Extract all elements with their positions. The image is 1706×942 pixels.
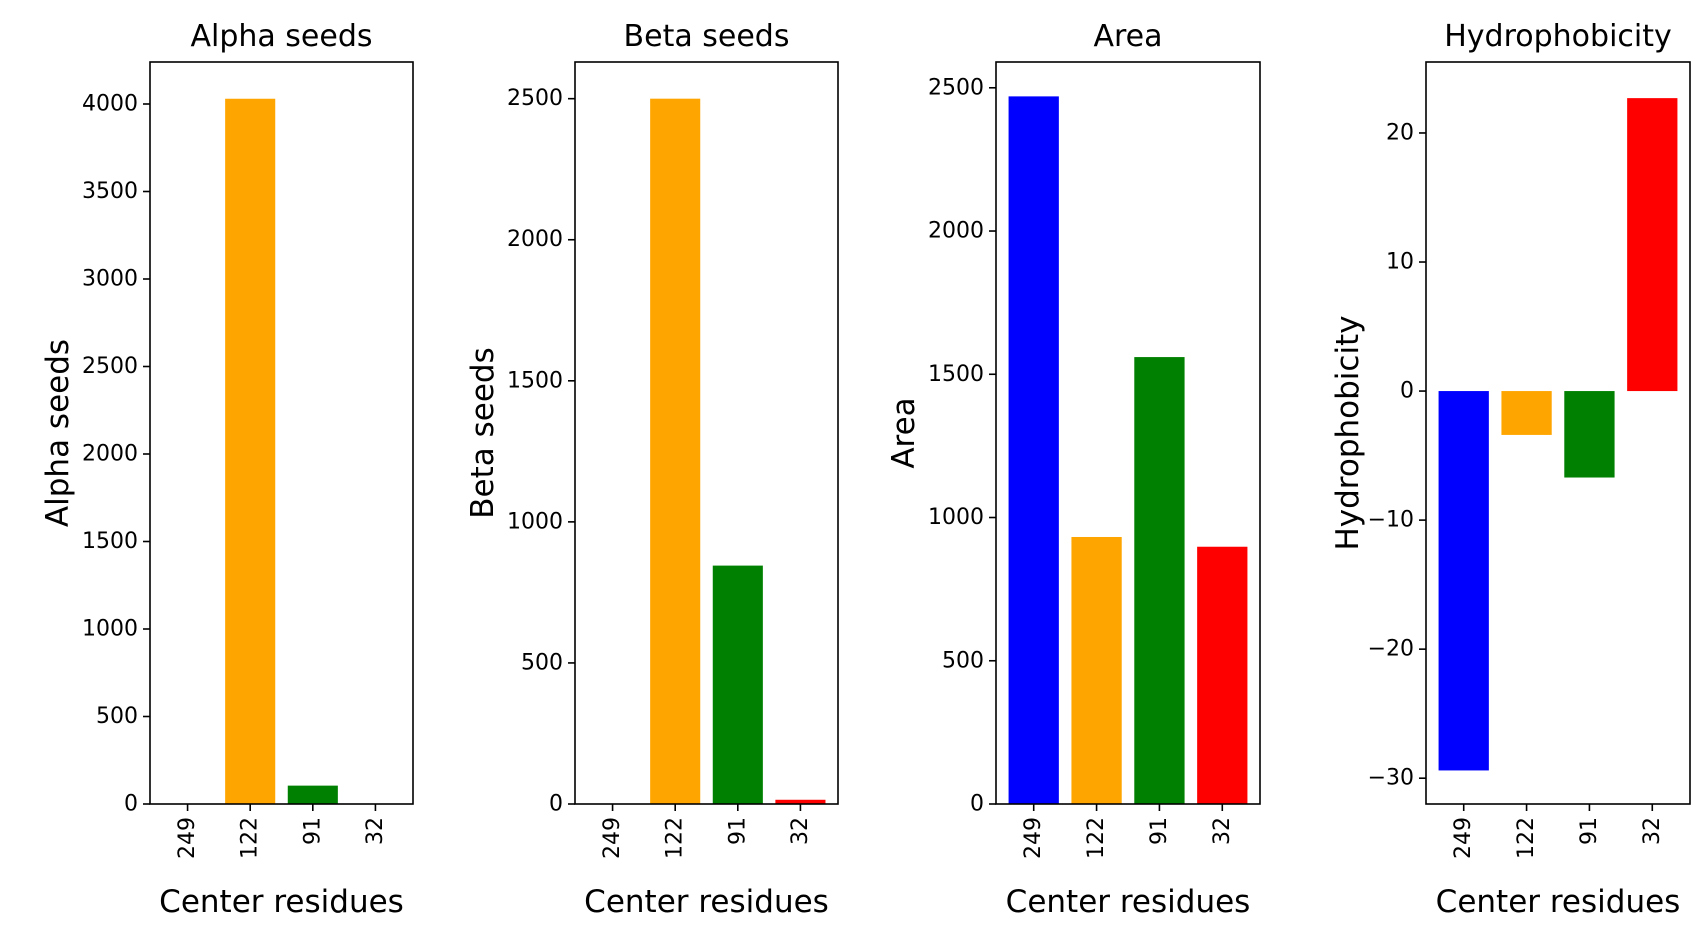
panel-4-ytick-label: −20 (1368, 637, 1414, 662)
panel-1-title: Alpha seeds (190, 19, 372, 54)
panel-3-xtick-label: 249 (1021, 817, 1046, 859)
panel-3-xtick-label: 91 (1147, 817, 1172, 845)
panel-3-ytick-label: 1500 (928, 362, 984, 387)
panel-1-y-axis-label: Alpha seeds (40, 339, 76, 527)
panel-2-beta-seeds: 0 500 1000 1500 2000 2500 249 122 91 32 Beta seeds… (465, 19, 839, 920)
panel-1-xtick-label: 122 (238, 817, 263, 859)
panel-1-ytick-label: 2000 (82, 442, 138, 467)
panel-1-ytick-label: 3500 (82, 179, 138, 204)
panel-1-ytick-label: 2500 (82, 354, 138, 379)
panel-3-ytick-label: 1000 (928, 505, 984, 530)
panel-3-y-axis-label: Area (886, 397, 922, 468)
panel-3-ytick-label: 2500 (928, 75, 984, 100)
panel-2-xtick-label: 32 (788, 817, 813, 845)
panel-2-ytick-label: 0 (549, 792, 563, 817)
panel-1-xtick-label: 249 (175, 817, 200, 859)
panel-4-bar-122 (1501, 391, 1552, 435)
panel-2-ytick-label: 2500 (507, 86, 563, 111)
panel-2-axes-frame (574, 61, 839, 805)
panel-3-bar-91 (1134, 357, 1185, 804)
panel-4-x-axis-label: Center residues (1436, 884, 1681, 920)
panel-2-ytick-label: 500 (521, 650, 563, 675)
panel-4-bar-91 (1564, 391, 1615, 478)
panel-1-alpha-seeds: 0 500 1000 1500 2000 2500 3000 3500 4000 249 122 91… (40, 19, 414, 920)
panel-4-hydrophobicity: −30 −20 −10 0 10 20 249 122 91 32 Hydrophobicity Ce… (1330, 19, 1691, 920)
panel-3-title: Area (1093, 19, 1162, 54)
panel-3-axes-frame (995, 61, 1261, 805)
panel-4-title: Hydrophobicity (1444, 19, 1672, 54)
panel-4-bar-32 (1627, 98, 1678, 392)
panel-2-y-axis-label: Beta seeds (465, 347, 501, 518)
panel-2-xtick-label: 91 (725, 817, 750, 845)
panel-4-ytick-label: 10 (1386, 250, 1414, 275)
panel-3-xtick-label: 122 (1084, 817, 1109, 859)
panel-1-bar-122 (225, 98, 276, 804)
panel-4-xtick-label: 91 (1577, 817, 1602, 845)
panel-1-ytick-label: 500 (96, 704, 138, 729)
panel-2-bar-122 (650, 98, 701, 805)
panel-3-xtick-label: 32 (1210, 817, 1235, 845)
panel-3-ytick-label: 0 (970, 792, 984, 817)
panel-4-ytick-label: −10 (1368, 508, 1414, 533)
panel-4-bar-249 (1438, 391, 1489, 771)
panel-1-x-axis-label: Center residues (159, 884, 404, 920)
panel-3-bar-122 (1071, 536, 1122, 804)
panel-4-xtick-label: 122 (1514, 817, 1539, 859)
panel-4-xtick-label: 32 (1640, 817, 1665, 845)
panel-4-xtick-label: 249 (1451, 817, 1476, 859)
panel-4-ytick-label: −30 (1368, 766, 1414, 791)
panel-1-ytick-label: 3000 (82, 267, 138, 292)
panel-1-ytick-label: 1500 (82, 529, 138, 554)
panel-1-xtick-label: 91 (300, 817, 325, 845)
panel-2-ytick-label: 1500 (507, 368, 563, 393)
panel-3-ytick-label: 500 (942, 648, 984, 673)
panel-3-ytick-label: 2000 (928, 219, 984, 244)
panel-1-ytick-label: 4000 (82, 92, 138, 117)
panel-3-bar-249 (1008, 96, 1059, 804)
panel-1-axes-frame (149, 61, 414, 805)
panel-2-ytick-label: 1000 (507, 509, 563, 534)
panel-3-x-axis-label: Center residues (1006, 884, 1251, 920)
panel-1-bar-91 (287, 785, 338, 805)
panel-1-ytick-label: 1000 (82, 617, 138, 642)
panel-3-area: 0 500 1000 1500 2000 2500 249 122 91 32 Area Center… (886, 19, 1261, 920)
panel-1-ytick-label: 0 (124, 792, 138, 817)
panel-2-title: Beta seeds (624, 19, 790, 54)
panel-4-y-axis-label: Hydrophobicity (1330, 315, 1366, 550)
panel-2-xtick-label: 249 (600, 817, 625, 859)
panel-2-x-axis-label: Center residues (584, 884, 829, 920)
panel-2-bar-32 (775, 799, 826, 804)
panel-4-axes-frame (1425, 61, 1691, 805)
panel-2-ytick-label: 2000 (507, 227, 563, 252)
panel-2-bar-91 (712, 565, 763, 804)
panel-1-xtick-label: 32 (363, 817, 388, 845)
panel-4-ytick-label: 20 (1386, 120, 1414, 145)
panel-2-xtick-label: 122 (663, 817, 688, 859)
panel-4-ytick-label: 0 (1400, 379, 1414, 404)
panel-3-bar-32 (1197, 546, 1248, 804)
